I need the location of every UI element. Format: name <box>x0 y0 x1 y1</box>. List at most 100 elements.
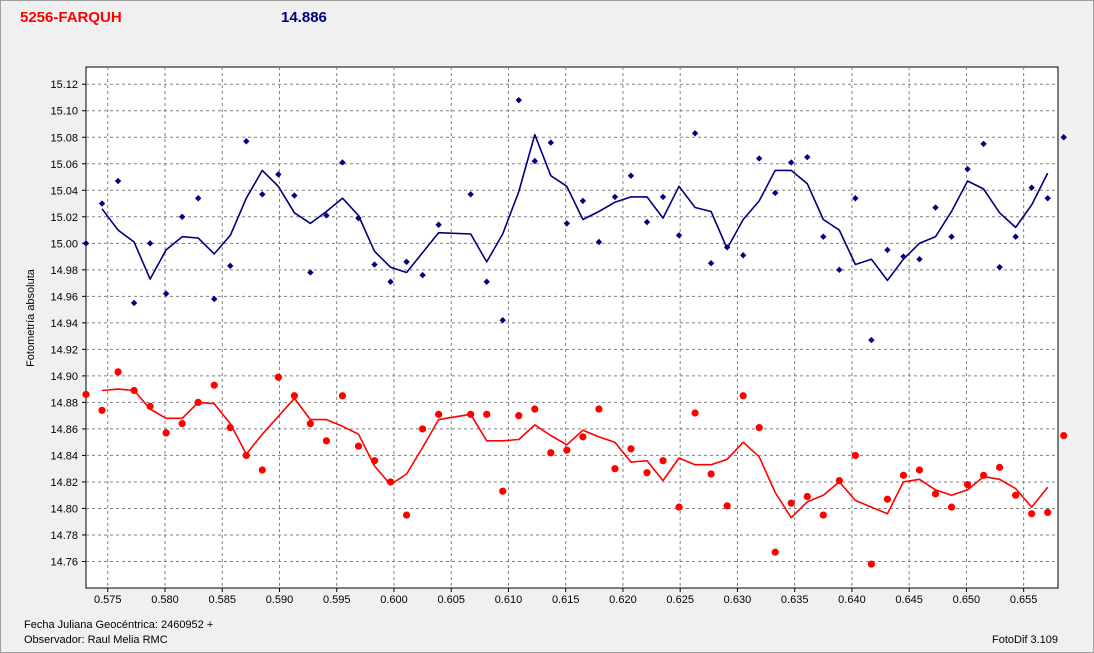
series-2-point <box>515 96 522 104</box>
series-0-point <box>595 405 603 413</box>
series-0-point <box>739 392 747 400</box>
y-tick-label: 14.96 <box>50 291 78 303</box>
x-tick-label: 0.600 <box>380 594 408 606</box>
series-2-point <box>467 191 474 198</box>
series-0-point <box>851 451 859 460</box>
series-0-point <box>867 560 875 568</box>
series-0-point <box>963 480 972 489</box>
x-tick-label: 0.630 <box>724 594 752 606</box>
series-0-point <box>931 490 940 498</box>
series-0-point <box>675 503 683 511</box>
series-0-point <box>563 446 571 454</box>
series-0-point <box>515 412 523 420</box>
series-2-point <box>852 195 859 202</box>
series-2-point <box>948 233 955 240</box>
x-tick-label: 0.655 <box>1010 594 1038 606</box>
x-tick-label: 0.585 <box>208 594 236 606</box>
data-series <box>82 96 1068 568</box>
x-tick-label: 0.615 <box>552 594 580 606</box>
series-0-point <box>691 409 699 417</box>
series-2-point <box>996 263 1003 271</box>
series-2-point <box>499 317 506 324</box>
julian-date-label: Fecha Juliana Geocéntrica: 2460952 + <box>24 619 214 631</box>
observer-label: Observador: Raul Melia RMC <box>24 634 168 646</box>
series-2-point <box>259 191 266 198</box>
series-2-point <box>820 233 827 240</box>
series-2-point <box>755 155 763 162</box>
series-0-point <box>1028 510 1036 518</box>
series-2-point <box>595 238 603 246</box>
series-2-point <box>1060 134 1067 141</box>
series-0-point <box>579 433 587 441</box>
software-version: FotoDif 3.109 <box>992 634 1059 646</box>
y-tick-label: 14.78 <box>50 530 78 542</box>
x-tick-labels: 0.575 0.580 0.585 0.590 0.595 0.600 0.605 0.610… <box>94 588 1037 606</box>
series-0-point <box>1012 491 1020 499</box>
series-0-point <box>659 457 667 465</box>
series-0-point <box>210 381 218 389</box>
y-tick-label: 15.12 <box>50 79 78 91</box>
series-0-point <box>547 449 555 457</box>
series-2-point <box>932 204 939 211</box>
series-2-point <box>563 220 571 227</box>
x-tick-label: 0.620 <box>609 594 637 606</box>
series-2-point <box>194 195 202 202</box>
series-3-trend-line <box>101 133 1049 282</box>
series-0-point <box>1044 508 1052 517</box>
y-tick-labels: 14.76 14.78 14.80 14.82 14.84 14.86 14.88 14.90… <box>50 79 86 568</box>
series-0-point <box>82 390 90 399</box>
series-0-point <box>322 437 331 445</box>
series-2-point <box>772 189 779 197</box>
series-0-point <box>483 410 491 418</box>
x-tick-label: 0.650 <box>953 594 981 606</box>
y-tick-label: 14.94 <box>50 318 78 330</box>
series-2-point <box>275 171 282 178</box>
series-2-point <box>804 153 811 161</box>
plot-area <box>85 66 1059 589</box>
series-2-point <box>868 336 875 344</box>
series-2-point <box>691 130 699 137</box>
series-0-point <box>338 392 347 400</box>
series-2-point <box>243 138 250 145</box>
series-2-point <box>146 240 154 247</box>
x-tick-label: 0.595 <box>323 594 351 606</box>
series-2-point <box>82 240 90 247</box>
series-0-point <box>787 499 795 507</box>
series-2-point <box>130 299 138 307</box>
series-0-point <box>178 420 186 428</box>
series-0-point <box>915 466 924 474</box>
series-0-point <box>531 405 539 413</box>
series-0-point <box>755 423 763 432</box>
y-tick-label: 14.84 <box>50 450 78 462</box>
series-0-point <box>290 392 298 400</box>
series-2-point <box>900 253 907 260</box>
x-tick-label: 0.575 <box>94 594 122 606</box>
series-2-point <box>611 193 619 201</box>
series-2-point <box>1012 233 1019 240</box>
series-0-point <box>274 373 282 381</box>
series-0-point <box>707 470 715 478</box>
chart-title: 5256-FARQUH <box>20 9 122 26</box>
series-1-trend-line <box>101 388 1049 519</box>
series-2-point <box>531 157 538 165</box>
y-tick-label: 14.86 <box>50 424 78 436</box>
y-tick-label: 14.82 <box>50 477 78 489</box>
series-2-point <box>964 165 971 173</box>
series-2-point <box>98 200 106 207</box>
series-0-point <box>803 492 811 501</box>
y-tick-label: 15.06 <box>50 159 78 171</box>
series-2-point <box>627 172 635 179</box>
series-2-point <box>980 140 987 148</box>
series-0-point <box>611 465 619 473</box>
series-2-point <box>884 246 891 254</box>
series-0-point <box>402 511 411 519</box>
y-tick-label: 14.90 <box>50 371 78 383</box>
series-0-point <box>499 487 507 495</box>
series-2-point <box>916 256 923 263</box>
series-2-point <box>1044 195 1051 202</box>
series-0-point <box>242 451 250 460</box>
series-0-point <box>114 368 122 376</box>
series-2-point <box>339 159 346 166</box>
series-0-point <box>771 548 779 556</box>
